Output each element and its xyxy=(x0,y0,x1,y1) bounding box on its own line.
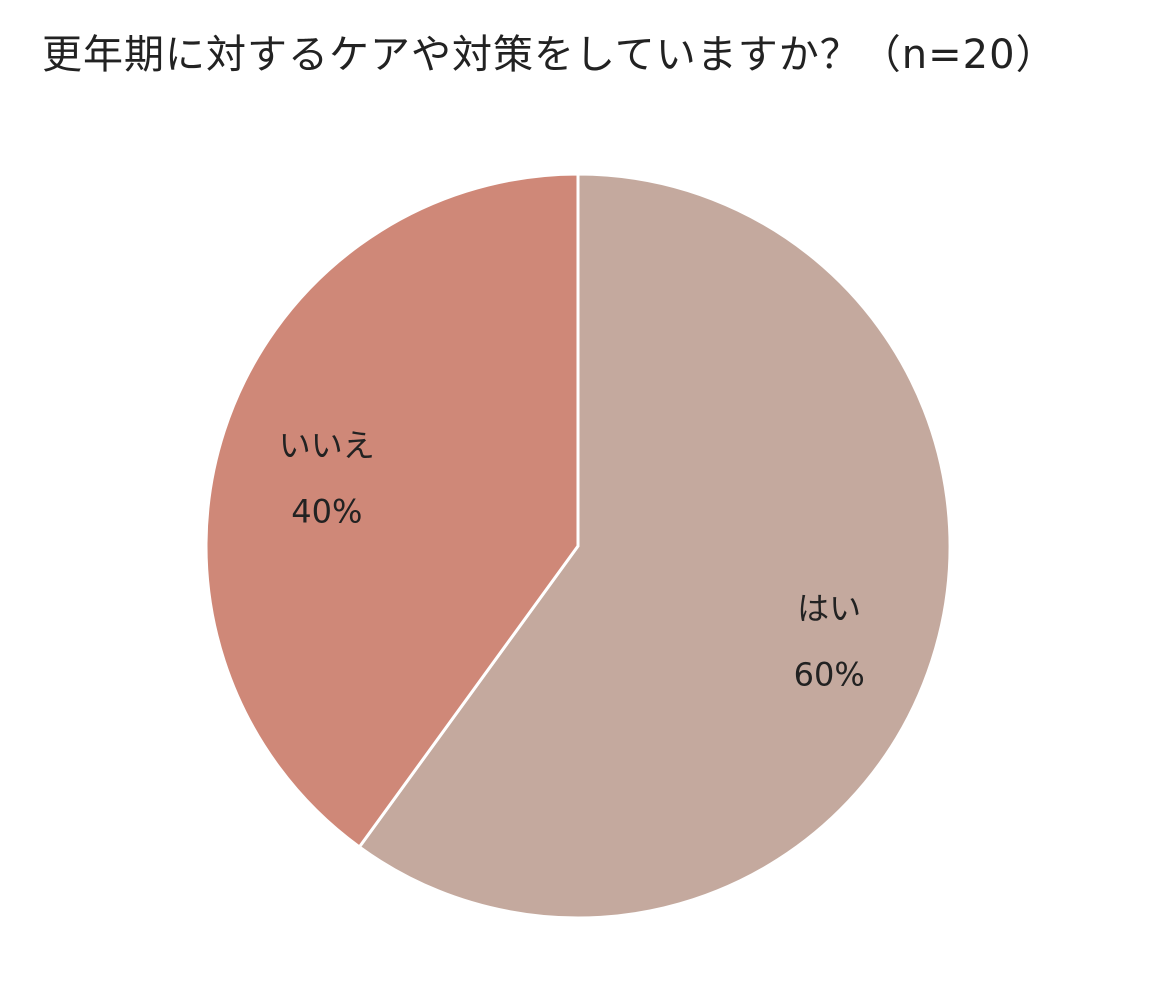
slice-label-0: はい xyxy=(797,590,861,628)
slice-label-1: いいえ xyxy=(279,426,375,464)
pie-slices xyxy=(204,172,952,920)
pie-slice-1 xyxy=(204,172,580,849)
chart-title: 更年期に対するケアや対策をしていますか？（n=20） xyxy=(42,32,1057,78)
slice-value-0: 60% xyxy=(794,656,865,694)
pie-slice-0 xyxy=(357,172,952,920)
pie-labels: はい 60% いいえ 40% xyxy=(279,426,865,693)
slice-value-1: 40% xyxy=(291,492,362,530)
